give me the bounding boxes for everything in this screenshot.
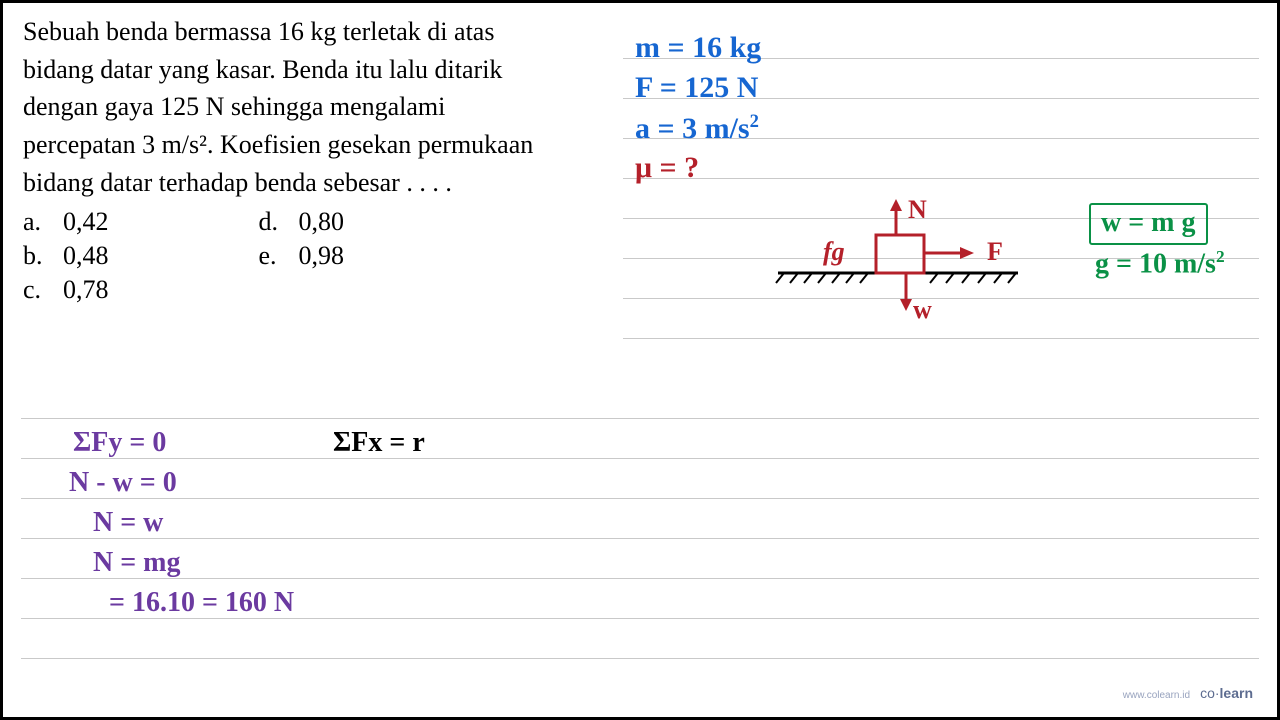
- given-accel: a = 3 m/s2: [635, 111, 759, 146]
- option-e: e. 0,98: [259, 241, 345, 271]
- work-y-line2: N - w = 0: [69, 467, 177, 499]
- formula-g: g = 10 m/s2: [1095, 247, 1225, 280]
- given-mass: m = 16 kg: [635, 31, 761, 65]
- watermark-url: www.colearn.id: [1123, 690, 1190, 701]
- work-y-line5: = 16.10 = 160 N: [109, 587, 294, 619]
- option-a: a. 0,42: [23, 207, 109, 237]
- diagram-label-w: w: [913, 295, 932, 325]
- watermark-brand: co·learn: [1200, 685, 1253, 701]
- option-c: c. 0,78: [23, 275, 109, 305]
- work-y-line3: N = w: [93, 507, 163, 539]
- question-line: bidang datar yang kasar. Benda itu lalu …: [23, 51, 613, 89]
- given-mu: μ = ?: [635, 151, 699, 185]
- work-y-line4: N = mg: [93, 547, 181, 579]
- diagram-label-n: N: [908, 195, 927, 225]
- question-line: dengan gaya 125 N sehingga mengalami: [23, 88, 613, 126]
- watermark: www.colearn.id co·learn: [1123, 685, 1253, 701]
- question-line: percepatan 3 m/s². Koefisien gesekan per…: [23, 126, 613, 164]
- formula-weight: w = m g: [1089, 203, 1208, 245]
- given-force: F = 125 N: [635, 71, 758, 105]
- diagram-label-fg: fg: [823, 237, 845, 267]
- diagram-label-f: F: [987, 237, 1003, 267]
- work-x-line1: ΣFx = r: [333, 427, 425, 459]
- question-text: Sebuah benda bermassa 16 kg terletak di …: [23, 13, 613, 201]
- option-b: b. 0,48: [23, 241, 109, 271]
- option-d: d. 0,80: [259, 207, 345, 237]
- question-line: Sebuah benda bermassa 16 kg terletak di …: [23, 13, 613, 51]
- work-y-line1: ΣFy = 0: [73, 427, 166, 459]
- question-line: bidang datar terhadap benda sebesar . . …: [23, 164, 613, 202]
